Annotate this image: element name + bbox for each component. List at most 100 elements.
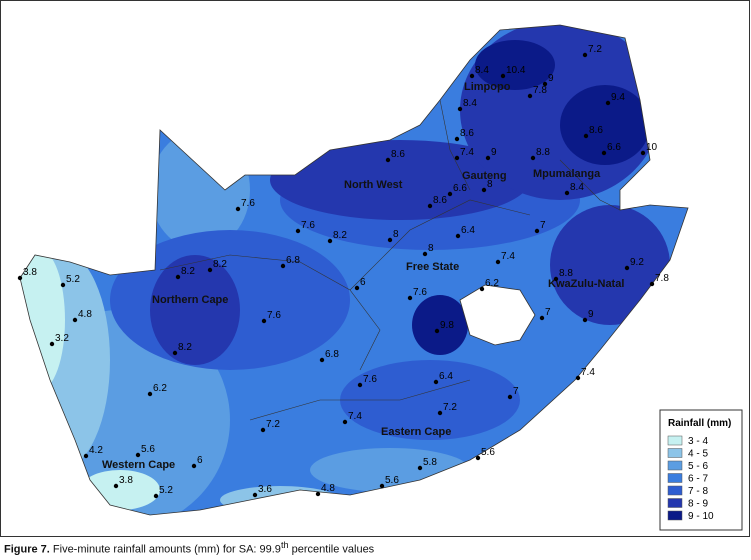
region-label: Free State <box>406 261 459 273</box>
station <box>113 483 119 489</box>
caption: Figure 7. Five-minute rainfall amounts (… <box>4 540 374 556</box>
region-label: Northern Cape <box>152 294 228 306</box>
station-value: 5.6 <box>141 444 155 455</box>
station <box>582 52 588 58</box>
station-value: 7.4 <box>348 411 362 422</box>
station <box>235 206 241 212</box>
region-label: Gauteng <box>462 170 507 182</box>
station <box>60 282 66 288</box>
station-value: 8.2 <box>181 266 195 277</box>
station-value: 7.6 <box>267 310 281 321</box>
station <box>385 157 391 163</box>
legend-swatch <box>667 510 683 521</box>
legend-swatch <box>667 485 683 496</box>
station-value: 7.8 <box>655 273 669 284</box>
station <box>147 391 153 397</box>
station <box>500 73 506 79</box>
station-value: 7.8 <box>533 85 547 96</box>
station-value: 5.6 <box>481 447 495 458</box>
station <box>469 73 475 79</box>
station <box>407 295 413 301</box>
station <box>357 382 363 388</box>
station <box>485 155 491 161</box>
station-value: 6.6 <box>453 183 467 194</box>
station <box>422 251 428 257</box>
legend-label: 3 - 4 <box>688 436 708 447</box>
station-value: 6.4 <box>439 371 453 382</box>
station-value: 7.2 <box>266 419 280 430</box>
station-value: 7 <box>513 386 519 397</box>
station-value: 6.8 <box>286 255 300 266</box>
station <box>354 285 360 291</box>
station <box>260 427 266 433</box>
station-value: 3.8 <box>119 475 133 486</box>
caption-sup: th <box>280 540 289 550</box>
station-value: 9 <box>548 73 554 84</box>
legend-label: 8 - 9 <box>688 499 708 510</box>
station-value: 9 <box>588 309 594 320</box>
station-value: 5.2 <box>66 274 80 285</box>
legend: Rainfall (mm) 3 - 4 4 - 55 - 6 6 - 77 - 8 8… <box>659 409 743 531</box>
station <box>17 275 23 281</box>
station <box>447 191 453 197</box>
station <box>49 341 55 347</box>
station <box>455 233 461 239</box>
station <box>454 155 460 161</box>
station <box>542 81 548 87</box>
station-value: 7.4 <box>501 251 515 262</box>
station-value: 8.6 <box>433 195 447 206</box>
station <box>280 263 286 269</box>
station-value: 6 <box>197 455 203 466</box>
station <box>624 265 630 271</box>
caption-tail: percentile values <box>288 543 375 556</box>
station-value: 7.2 <box>443 402 457 413</box>
station-value: 7.4 <box>581 367 595 378</box>
station-value: 10 <box>646 142 658 153</box>
station-value: 6.8 <box>325 349 339 360</box>
station-value: 7.6 <box>241 198 255 209</box>
lesotho <box>459 284 536 346</box>
station-value: 4.2 <box>89 445 103 456</box>
station <box>172 350 178 356</box>
station-value: 8.6 <box>589 125 603 136</box>
legend-title: Rainfall (mm) <box>668 418 731 429</box>
station <box>457 106 463 112</box>
station-value: 8.8 <box>536 147 550 158</box>
station <box>191 463 197 469</box>
station-value: 7.2 <box>588 44 602 55</box>
station-value: 6.4 <box>461 225 475 236</box>
legend-swatch <box>667 435 683 446</box>
station <box>582 317 588 323</box>
station-value: 8 <box>428 243 434 254</box>
legend-swatch <box>667 498 683 508</box>
station-value: 5.6 <box>385 475 399 486</box>
province-borders <box>159 99 621 421</box>
station-value: 8.2 <box>178 342 192 353</box>
station-value: 9.2 <box>630 257 644 268</box>
station <box>252 492 258 498</box>
station <box>135 452 141 458</box>
station-value: 8.2 <box>333 230 347 241</box>
station <box>649 281 655 287</box>
station <box>427 203 433 209</box>
station <box>479 286 485 292</box>
caption-text: Five-minute rainfall amounts (mm) for SA… <box>52 543 281 556</box>
legend-swatch <box>667 473 683 483</box>
station <box>534 228 540 234</box>
station <box>342 419 348 425</box>
station-value: 8.6 <box>460 128 474 139</box>
caption-label: Figure 7. <box>4 543 50 556</box>
station-value: 9 <box>491 147 497 158</box>
station-value: 9.4 <box>611 92 625 103</box>
station <box>72 317 78 323</box>
station-value: 5.2 <box>159 485 173 496</box>
station <box>437 410 443 416</box>
station <box>564 190 570 196</box>
map: Rainfall (mm) 3 - 4 4 - 55 - 6 6 - 77 - 8 8… <box>0 0 750 537</box>
station <box>601 150 607 156</box>
station <box>261 318 267 324</box>
station <box>454 136 460 142</box>
station-value: 7 <box>545 307 551 318</box>
region-label: Western Cape <box>102 459 175 471</box>
